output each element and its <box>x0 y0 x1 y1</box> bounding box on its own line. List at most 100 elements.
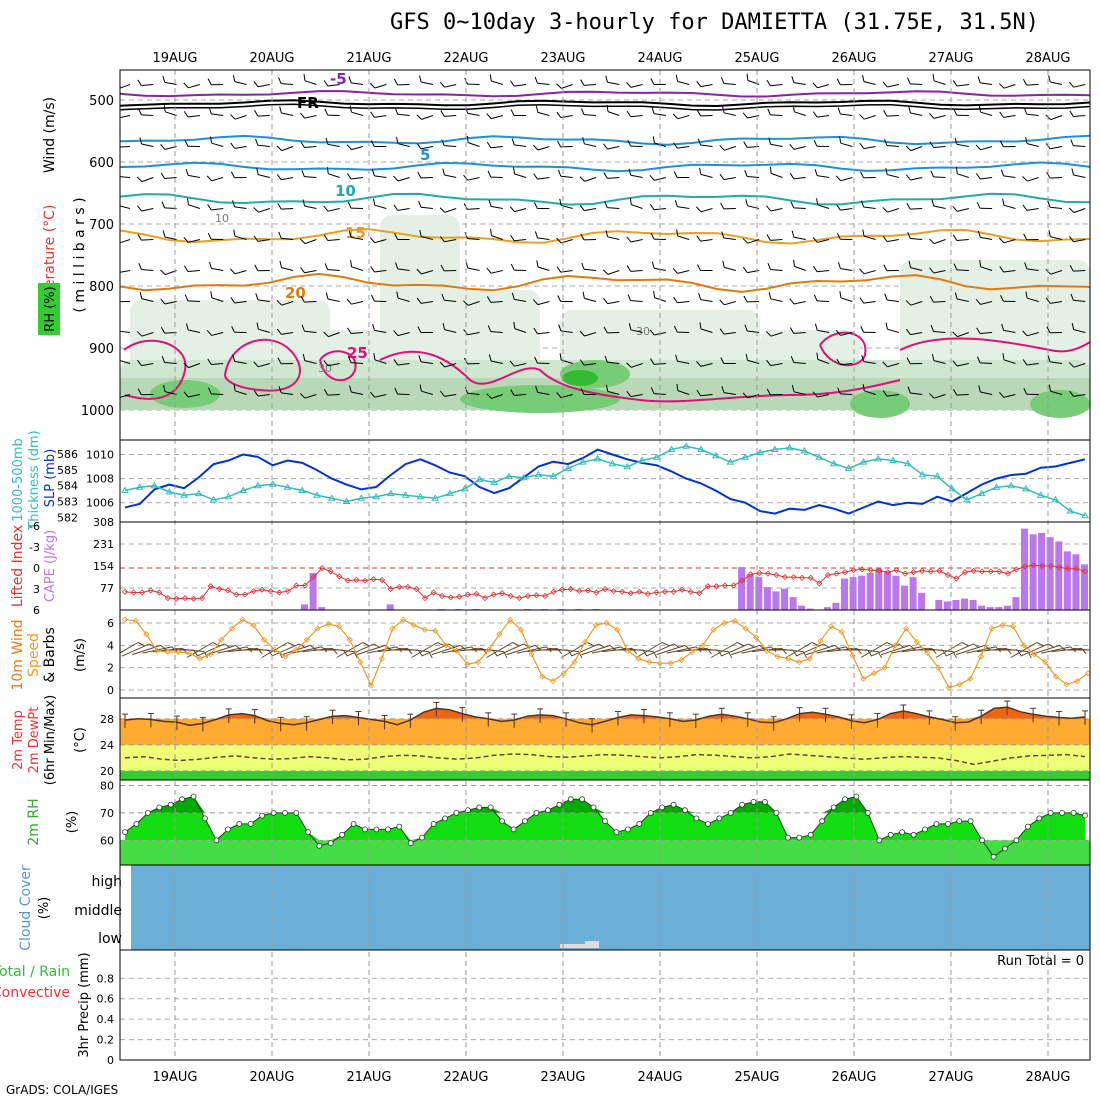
wind-barb <box>253 390 270 397</box>
rh-point <box>750 799 757 805</box>
wind-barb <box>160 298 177 305</box>
wind10m-barb <box>935 642 969 658</box>
rh-point <box>190 793 197 800</box>
wind-barb <box>769 166 783 178</box>
wind10m-point <box>528 651 535 658</box>
wind-barb <box>907 232 923 240</box>
wind-barb <box>208 261 224 271</box>
li-point <box>224 587 231 594</box>
wind-barb <box>579 176 597 182</box>
temp2m-label-group: 2m DewPt <box>27 707 42 774</box>
wind-barb <box>650 78 666 85</box>
wind10m-speed-line <box>124 618 1089 689</box>
cape-bar <box>986 607 994 610</box>
rh-axis-label: RH (%) <box>43 286 58 331</box>
wind-barb <box>326 167 340 178</box>
wind-barb <box>509 206 527 213</box>
wind-barb <box>535 385 550 395</box>
wind-barb <box>393 204 410 211</box>
wind-barb <box>440 390 457 397</box>
li-point <box>679 586 686 593</box>
rh-point <box>122 829 128 835</box>
wind10m-point <box>1063 681 1070 688</box>
wind-barb <box>837 262 853 271</box>
thickness-point <box>682 442 691 449</box>
thickness-point <box>903 459 912 467</box>
wind10m-barb <box>636 642 669 658</box>
wind-barb <box>696 235 713 242</box>
wind-barb <box>1071 322 1086 333</box>
rh-point <box>967 818 974 824</box>
rh-point <box>796 834 803 841</box>
wind10m-point <box>261 636 268 643</box>
wind-barb <box>582 291 597 302</box>
wind-barb <box>581 262 597 271</box>
wind-barb <box>160 269 177 276</box>
wind-barb <box>768 292 783 302</box>
wind-barb <box>626 390 643 398</box>
wind-barb <box>440 264 457 272</box>
wind-barb <box>370 140 387 147</box>
thickness-point <box>519 473 528 481</box>
slp-line <box>124 448 1086 515</box>
wind-barb <box>300 112 317 119</box>
wind-barb <box>510 109 527 116</box>
rh-point <box>1036 815 1043 822</box>
wind10m-barb <box>816 646 852 654</box>
li-point <box>121 588 129 595</box>
date-gridlines <box>174 70 1049 1060</box>
rh-point <box>453 810 460 816</box>
li-point <box>619 588 626 595</box>
li-point <box>919 567 926 574</box>
wind-barb <box>532 299 550 306</box>
wind-barb <box>163 105 177 116</box>
wind-barb <box>276 328 294 335</box>
rh-point <box>602 818 608 824</box>
wind-barb <box>626 236 643 243</box>
wind-barb <box>1068 207 1086 214</box>
li-point <box>490 591 497 598</box>
thickness-point <box>150 481 159 489</box>
li-point <box>559 586 566 593</box>
wind-barb <box>1069 265 1086 272</box>
wind-barb <box>999 266 1016 273</box>
wind-barb <box>860 200 876 209</box>
li-point <box>207 583 214 590</box>
wind-barb <box>766 359 783 367</box>
isotherm-25-contour <box>899 337 1090 353</box>
wind-barb <box>442 168 457 178</box>
wind-barb <box>907 386 923 395</box>
wind-barb <box>627 139 643 147</box>
thickness-tick: 583 <box>57 496 78 509</box>
wind-barb <box>277 357 294 365</box>
rh-high-fill <box>125 796 1085 813</box>
wind-barb <box>603 172 620 179</box>
wind-barb <box>488 199 503 209</box>
wind-barb <box>232 200 247 209</box>
wind-barb <box>536 260 550 271</box>
rh-point <box>705 821 711 827</box>
wind10m-axis-label: & Barbs <box>42 627 58 683</box>
wind-barb <box>324 108 340 116</box>
dewpoint-line <box>124 753 1086 766</box>
rh-point <box>1082 812 1088 819</box>
thickness-point <box>830 459 838 467</box>
rh-point <box>293 810 300 816</box>
date-tick-top: 27AUG <box>928 51 973 66</box>
pressure-tick: 800 <box>89 280 114 295</box>
slp-tick: 1006 <box>86 497 114 510</box>
wind10m-barb <box>891 646 927 654</box>
slp-label-group: SLP (mb) <box>43 449 58 508</box>
rh2m-axis-label: 2m RH <box>26 798 42 845</box>
wind10m-point <box>539 673 546 680</box>
wind10m-point <box>935 664 942 671</box>
wind-barb <box>231 326 247 333</box>
wind-barb <box>556 266 573 273</box>
wind-barb <box>419 384 434 395</box>
wind-barb <box>256 322 270 333</box>
wind-barb <box>557 295 573 302</box>
wind-barb <box>582 137 597 147</box>
li-point <box>756 569 763 576</box>
wind-barb <box>303 74 317 85</box>
rh-point <box>156 804 163 811</box>
